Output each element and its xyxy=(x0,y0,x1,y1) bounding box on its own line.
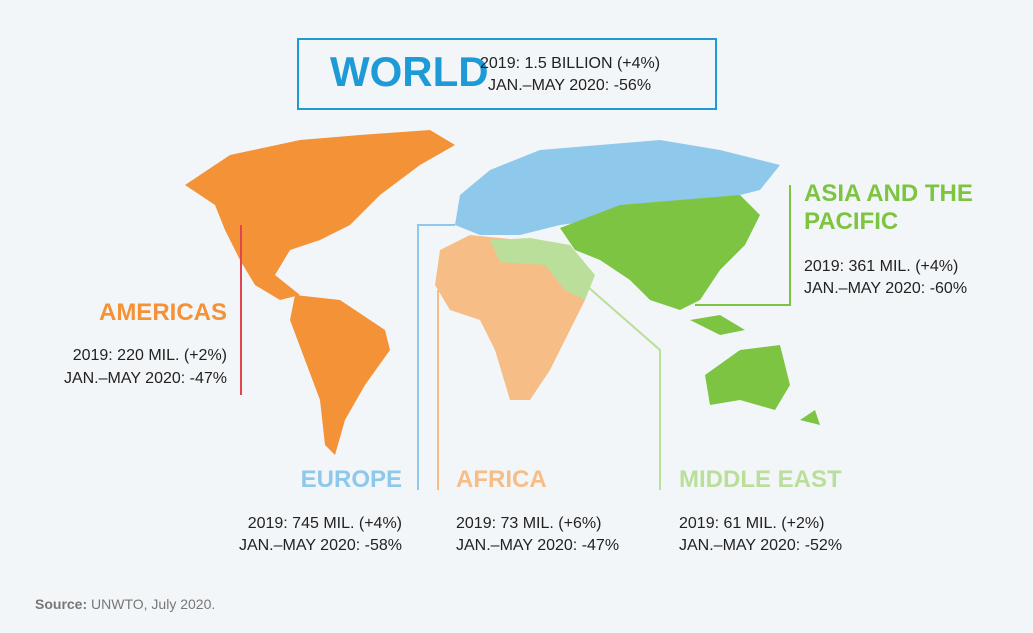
region-stat: JAN.–MAY 2020: -52% xyxy=(679,537,843,554)
region-stat: 2019: 220 MIL. (+2%) xyxy=(72,347,227,364)
source: Source: UNWTO, July 2020. xyxy=(35,596,215,612)
africa-shape xyxy=(435,235,585,400)
asia-pacific-shape xyxy=(560,195,820,425)
source-label: Source: xyxy=(35,596,88,612)
world-box xyxy=(297,38,717,110)
region-stat: JAN.–MAY 2020: -47% xyxy=(456,537,620,554)
world-title: WORLD xyxy=(330,48,489,95)
americas-shape xyxy=(185,130,455,455)
europe-shape xyxy=(455,140,780,235)
world-stat: 2019: 1.5 BILLION (+4%) xyxy=(480,55,661,72)
region-title: ASIA AND THE xyxy=(804,180,973,207)
region-title: AMERICAS xyxy=(98,299,227,326)
region-stat: JAN.–MAY 2020: -58% xyxy=(238,537,402,554)
region-stat: 2019: 361 MIL. (+4%) xyxy=(804,258,959,275)
world-stat: JAN.–MAY 2020: -56% xyxy=(488,77,652,94)
region-stat: JAN.–MAY 2020: -60% xyxy=(804,280,968,297)
europe-leader xyxy=(417,224,455,490)
asia-leader xyxy=(695,185,791,306)
region-stat: 2019: 73 MIL. (+6%) xyxy=(456,515,602,532)
region-stat: 2019: 745 MIL. (+4%) xyxy=(247,515,402,532)
region-title: MIDDLE EAST xyxy=(679,466,842,493)
region-title: PACIFIC xyxy=(804,208,899,235)
region-title: EUROPE xyxy=(300,466,402,493)
region-title: AFRICA xyxy=(456,466,547,493)
region-stat: JAN.–MAY 2020: -47% xyxy=(63,370,227,387)
source-text: UNWTO, July 2020. xyxy=(91,596,216,612)
middle-east-leader xyxy=(579,279,661,490)
middle-east-shape xyxy=(490,238,595,300)
region-stat: 2019: 61 MIL. (+2%) xyxy=(679,515,825,532)
